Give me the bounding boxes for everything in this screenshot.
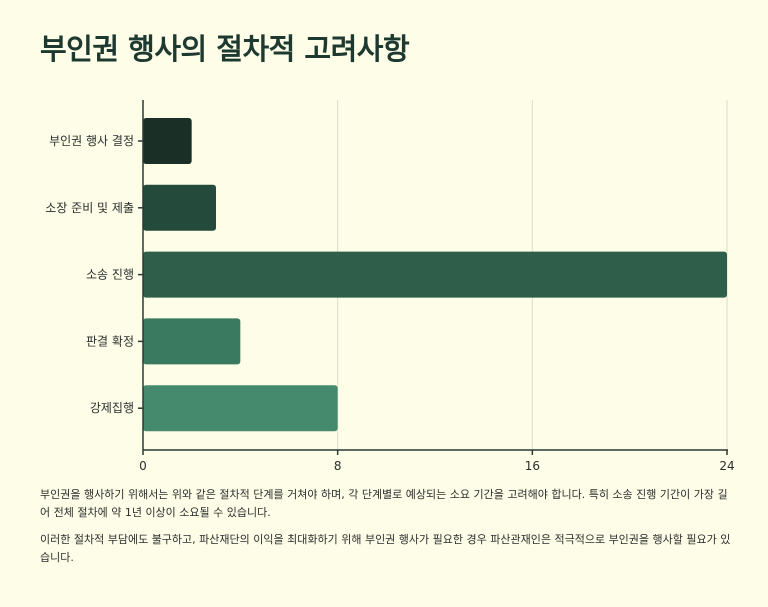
y-tick-label-2: 소송 진행 [86, 267, 134, 282]
y-tick-label-3: 판결 확정 [86, 334, 134, 348]
note-paragraph-1: 부인권을 행사하기 위해서는 위와 같은 절차적 단계를 거쳐야 하며, 각 단… [40, 488, 728, 519]
bar-2 [143, 251, 727, 298]
x-tick-label-24: 24 [719, 459, 734, 473]
x-tick-label-0: 0 [139, 459, 147, 473]
page-title: 부인권 행사의 절차적 고려사항 [40, 32, 410, 66]
bar-0 [143, 118, 192, 164]
x-tick-label-8: 8 [334, 459, 342, 473]
notes-section: 부인권을 행사하기 위해서는 위와 같은 절차적 단계를 거쳐야 하며, 각 단… [40, 486, 734, 576]
bar-3 [143, 318, 241, 365]
x-tick-label-16: 16 [525, 459, 540, 473]
y-tick-label-0: 부인권 행사 결정 [49, 133, 134, 148]
y-tick-label-1: 소장 준비 및 제출 [45, 201, 134, 215]
bar-1 [143, 184, 216, 231]
bar-4 [143, 385, 338, 432]
note-paragraph-2: 이러한 절차적 부담에도 불구하고, 파산재단의 이익을 최대화하기 위해 부인… [40, 533, 731, 564]
y-tick-label-4: 강제집행 [90, 400, 134, 415]
